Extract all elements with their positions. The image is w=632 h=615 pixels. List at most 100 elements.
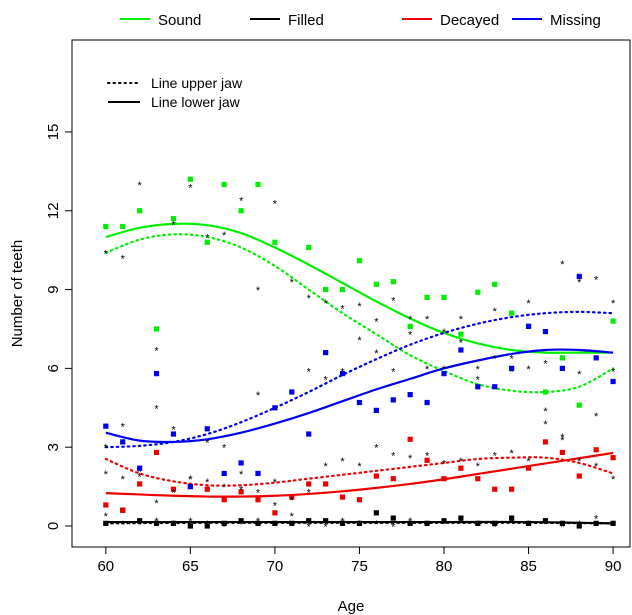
decayed-upper-jaw-point: * bbox=[273, 500, 278, 512]
sound-upper-jaw-point: * bbox=[476, 364, 481, 376]
decayed-lower-jaw-point bbox=[120, 507, 126, 513]
missing-lower-jaw-point bbox=[576, 273, 582, 280]
filled-lower-jaw-point bbox=[424, 520, 430, 526]
filled-lower-jaw-point bbox=[407, 520, 413, 526]
x-tick-label: 80 bbox=[436, 558, 453, 575]
legend-label-sound: Sound bbox=[158, 12, 201, 29]
data-points: * * * * * * * * * * * * * * * * * * * * * * * * * * * * * * * * * * * * * * * *… bbox=[103, 176, 616, 533]
decayed-lower-jaw-point bbox=[170, 486, 177, 492]
missing-upper-jaw-point: * bbox=[611, 366, 616, 378]
sound-upper-jaw-point: * bbox=[391, 296, 396, 308]
missing-upper-jaw-point: * bbox=[577, 277, 582, 289]
filled-lower-jaw-point bbox=[339, 520, 346, 526]
sound-upper-jaw-point: * bbox=[357, 301, 362, 313]
filled-lower-jaw-point bbox=[137, 518, 143, 524]
legend-label-missing: Missing bbox=[550, 12, 601, 29]
missing-upper-jaw-point: * bbox=[205, 437, 210, 449]
decayed-upper-jaw-point: * bbox=[577, 456, 582, 468]
sound-lower-jaw-point bbox=[390, 279, 396, 285]
decayed-upper-jaw-point: * bbox=[611, 474, 616, 486]
decayed-upper-jaw-point: * bbox=[425, 451, 430, 463]
missing-upper-jaw-point: * bbox=[408, 314, 413, 326]
sound-upper-jaw-point: * bbox=[239, 196, 244, 208]
decayed-upper-jaw-point: * bbox=[459, 456, 464, 468]
sound-lower-jaw-point bbox=[559, 355, 565, 361]
filled-lower-jaw-point bbox=[170, 520, 177, 526]
y-tick-label: 6 bbox=[45, 364, 62, 372]
y-tick-label: 0 bbox=[45, 522, 62, 530]
decayed-upper-jaw-point: * bbox=[476, 461, 481, 473]
sound-lower-jaw-point bbox=[137, 208, 143, 214]
filled-lower-jaw-point bbox=[255, 520, 261, 526]
sound-upper-jaw-point: * bbox=[273, 198, 278, 210]
decayed-upper-jaw-point: * bbox=[340, 456, 345, 468]
filled-lower-jaw-point bbox=[238, 518, 244, 524]
decayed-upper-jaw-point: * bbox=[307, 487, 312, 499]
decayed-upper-jaw-point: * bbox=[205, 477, 210, 489]
sound-lower-jaw-point bbox=[424, 294, 430, 301]
missing-lower-jaw-point bbox=[238, 460, 244, 466]
missing-upper-jaw-point: * bbox=[459, 314, 464, 326]
decayed-lower-jaw-point bbox=[593, 447, 599, 453]
missing-upper-jaw-point: * bbox=[476, 374, 481, 386]
missing-lower-jaw-point bbox=[187, 483, 193, 490]
missing-upper-jaw-point: * bbox=[307, 366, 312, 378]
decayed-lower-jaw-point bbox=[390, 476, 396, 482]
sound-upper-jaw-point: * bbox=[408, 330, 413, 342]
decayed-upper-jaw-line bbox=[104, 456, 615, 487]
missing-lower-jaw-point bbox=[390, 397, 396, 403]
sound-lower-jaw-point bbox=[576, 402, 582, 408]
decayed-lower-jaw-point bbox=[441, 476, 447, 482]
decayed-lower-jaw-point bbox=[289, 494, 295, 500]
sound-lower-jaw-point bbox=[373, 281, 379, 287]
filled-upper-jaw-point: * bbox=[171, 519, 176, 531]
decayed-lower-jaw-point bbox=[407, 436, 413, 442]
decayed-upper-jaw-point: * bbox=[290, 495, 295, 507]
filled-upper-jaw-point: * bbox=[543, 519, 548, 531]
decayed-upper-jaw-point: * bbox=[543, 419, 548, 431]
plot-frame bbox=[71, 39, 631, 548]
decayed-lower-jaw-point bbox=[204, 486, 210, 492]
decayed-lower-jaw-point bbox=[373, 473, 379, 479]
filled-lower-jaw-point bbox=[559, 520, 565, 526]
decayed-upper-jaw-point: * bbox=[526, 456, 531, 468]
missing-lower-jaw-point bbox=[255, 470, 261, 477]
missing-lower-jaw-point bbox=[509, 365, 515, 371]
decayed-lower-jaw-line bbox=[105, 451, 614, 498]
filled-upper-jaw-point: * bbox=[188, 516, 193, 528]
missing-upper-jaw-point: * bbox=[493, 306, 498, 318]
sound-upper-jaw-point: * bbox=[374, 317, 379, 329]
decayed-lower-jaw-point bbox=[339, 494, 346, 500]
decayed-lower-jaw-point bbox=[576, 473, 582, 479]
filled-lower-jaw-point bbox=[306, 518, 312, 524]
decayed-lower-jaw-point bbox=[323, 481, 329, 487]
decayed-upper-jaw-point: * bbox=[509, 448, 514, 460]
sound-upper-jaw-point: * bbox=[543, 406, 548, 418]
missing-lower-jaw-point bbox=[542, 328, 549, 335]
filled-upper-jaw-point: * bbox=[154, 516, 159, 528]
decayed-lower-jaw-point bbox=[306, 481, 312, 487]
decayed-upper-jaw-point: * bbox=[171, 487, 176, 499]
missing-upper-jaw-point: * bbox=[154, 403, 159, 415]
sound-lower-jaw-point bbox=[120, 223, 126, 230]
missing-upper-jaw-point: * bbox=[543, 359, 548, 371]
sound-upper-jaw-point: * bbox=[323, 298, 328, 310]
filled-upper-jaw-point: * bbox=[273, 519, 278, 531]
filled-upper-jaw-point: * bbox=[222, 521, 227, 533]
missing-lower-jaw-point bbox=[373, 407, 379, 413]
sound-lower-jaw-point bbox=[356, 258, 363, 264]
filled-upper-jaw-point: * bbox=[357, 519, 362, 531]
filled-lower-jaw-point bbox=[542, 518, 549, 524]
missing-upper-jaw-point: * bbox=[391, 366, 396, 378]
sound-lower-jaw-point bbox=[610, 318, 616, 324]
missing-upper-jaw-point: * bbox=[560, 259, 565, 271]
filled-upper-jaw-point: * bbox=[611, 519, 616, 531]
sound-upper-jaw-point: * bbox=[256, 285, 261, 297]
filled-upper-jaw-point: * bbox=[290, 511, 295, 523]
decayed-lower-jaw-point bbox=[475, 476, 481, 482]
sound-upper-jaw-point: * bbox=[171, 219, 176, 231]
missing-lower-jaw-point bbox=[441, 371, 447, 377]
sound-upper-jaw-point: * bbox=[594, 411, 599, 423]
sound-upper-jaw-line bbox=[104, 233, 615, 394]
